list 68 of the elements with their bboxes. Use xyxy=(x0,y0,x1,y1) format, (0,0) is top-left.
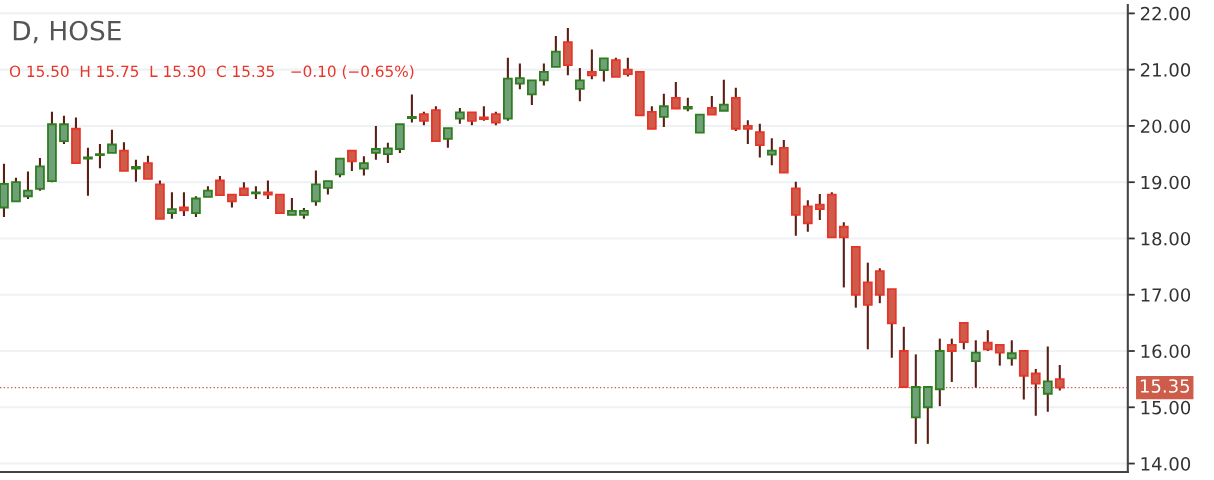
candlestick xyxy=(706,95,717,116)
candlestick xyxy=(263,179,273,201)
candlestick xyxy=(527,79,537,107)
candlestick xyxy=(371,124,381,161)
candlestick xyxy=(443,127,453,149)
candlestick xyxy=(922,385,933,445)
y-tick-label: 21.00 xyxy=(1140,63,1191,77)
candlestick xyxy=(179,191,189,217)
candlestick xyxy=(958,321,969,351)
candlestick xyxy=(946,337,957,383)
candlestick xyxy=(670,80,681,110)
candlestick xyxy=(982,329,993,353)
candlestick xyxy=(622,56,633,78)
candlestick xyxy=(335,157,345,179)
candlestick xyxy=(814,192,825,221)
candlestick xyxy=(35,156,45,192)
candlestick xyxy=(970,339,981,389)
y-tick-label: 15.00 xyxy=(1141,400,1191,415)
candlestick xyxy=(383,141,393,165)
candlestick xyxy=(742,119,753,145)
candlestick xyxy=(95,142,105,170)
candlestick xyxy=(994,343,1005,367)
candlestick xyxy=(275,193,285,215)
candlestick xyxy=(694,113,705,134)
candlestick xyxy=(191,195,201,219)
candlestick xyxy=(23,170,33,201)
candlestick xyxy=(215,174,225,197)
candlestick xyxy=(539,62,549,87)
candlestick xyxy=(167,191,177,220)
ref-line-label: 15.35 xyxy=(1140,379,1190,393)
candlestick xyxy=(1006,339,1017,367)
y-tick-label: 20.00 xyxy=(1140,119,1191,134)
candlestick xyxy=(754,122,765,159)
candlestick xyxy=(862,261,873,351)
candlestick xyxy=(131,158,141,183)
candlestick xyxy=(407,93,417,124)
candlestick xyxy=(1042,345,1053,413)
candlestick xyxy=(766,137,777,167)
candlestick xyxy=(658,92,669,129)
y-tick-label: 14.00 xyxy=(1141,457,1191,471)
candlestick xyxy=(311,169,321,207)
text: O 15.50 H 15.75 L 15.30 C 15.35 −0.10 (−0.65%) xyxy=(9,65,414,79)
candlestick xyxy=(874,267,885,305)
candlestick xyxy=(59,114,69,145)
y-tick-label: 16.00 xyxy=(1141,344,1191,359)
candlestick xyxy=(562,26,573,77)
y-tick-label: 22.00 xyxy=(1140,6,1191,21)
candlestick xyxy=(551,34,561,68)
candlestick xyxy=(574,66,585,103)
candlestick xyxy=(359,155,369,177)
candlestick xyxy=(143,154,153,180)
y-tick-label: 17.00 xyxy=(1141,288,1191,302)
y-tick-label: 18.00 xyxy=(1141,231,1191,246)
candlestick xyxy=(515,62,525,91)
candlestick xyxy=(586,48,597,81)
candlestick xyxy=(107,128,117,154)
candlestick xyxy=(347,149,357,172)
candlestick xyxy=(610,56,621,79)
candlestick xyxy=(119,141,129,172)
y-tick-label: 19.00 xyxy=(1141,175,1191,190)
candlestick xyxy=(838,221,849,289)
text: D, HOSE xyxy=(13,20,121,44)
candlestick xyxy=(718,78,729,112)
candlestick xyxy=(598,57,609,83)
candlestick xyxy=(802,199,813,233)
candlestick xyxy=(11,176,21,203)
candlestick xyxy=(0,162,9,219)
candlestick xyxy=(646,105,657,130)
